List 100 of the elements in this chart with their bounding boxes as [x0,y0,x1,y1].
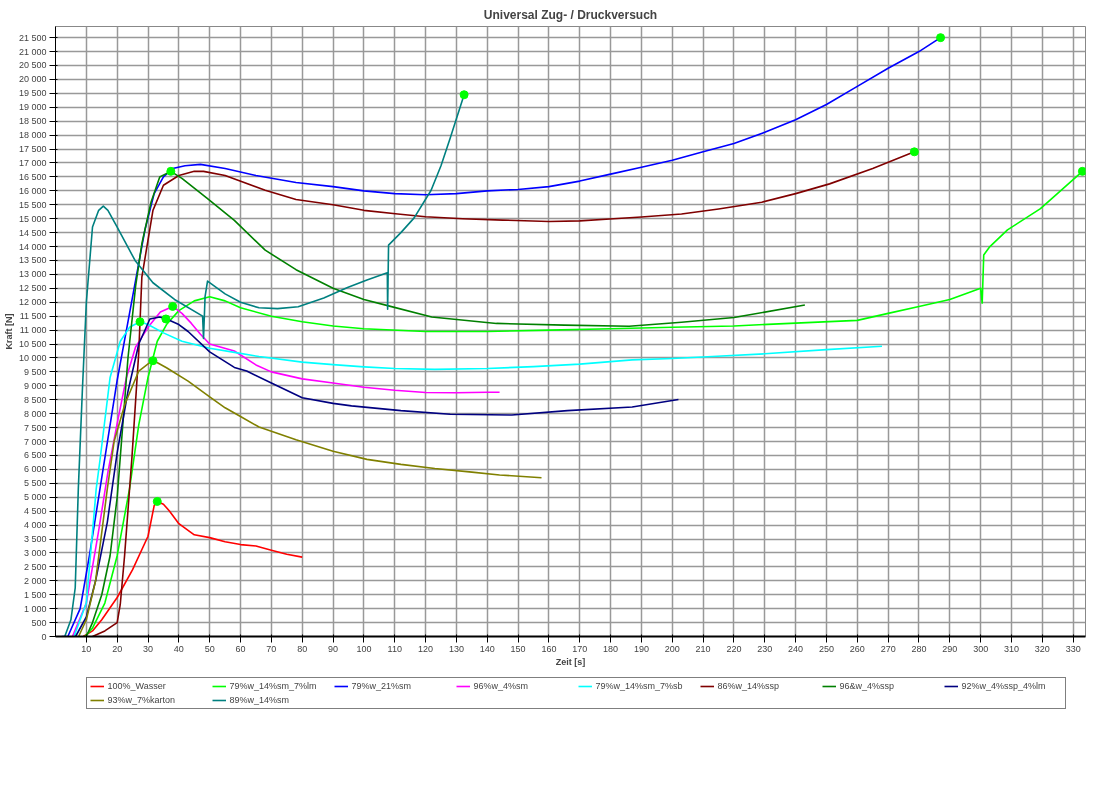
y-tick-label: 19 000 [18,102,47,113]
x-tick-label: 260 [849,643,865,654]
chart-title: Universal Zug- / Druckversuch [483,7,658,22]
x-tick-label: 280 [911,643,927,654]
y-tick-label: 14 000 [18,241,47,252]
y-tick-label: 12 500 [18,283,47,294]
point [152,496,162,506]
y-tick-label: 9 000 [23,380,47,391]
y-tick-label: 2 000 [23,575,47,586]
legend-label: 79%w_21%sm [351,681,413,691]
point [1077,166,1086,176]
x-tick-label: 290 [942,643,958,654]
x-tick-label: 210 [695,643,711,654]
y-tick-label: 10 500 [18,339,47,350]
y-tick-label: 1 500 [23,589,47,600]
point [168,301,178,311]
x-tick-label: 110 [387,643,402,654]
x-tick-label: 130 [448,643,464,654]
x-tick-label: 120 [418,643,434,654]
legend-label: 93%w_7%karton [107,695,177,705]
point [148,356,158,366]
point [936,33,946,43]
x-tick-label: 240 [788,643,804,654]
x-tick-label: 100 [356,643,372,654]
x-tick-label: 270 [880,643,896,654]
y-tick-label: 6 500 [23,450,47,461]
y-tick-label: 17 000 [18,157,47,168]
y-tick-label: 8 500 [23,394,47,405]
legend-label: 79%w_14%sm_7%lm [229,681,318,691]
y-tick-label: 11 000 [19,325,47,336]
y-tick-label: 21 500 [18,32,47,43]
y-tick-label: 500 [31,617,47,628]
y-tick-label: 15 500 [18,199,47,210]
x-tick-label: 200 [664,643,680,654]
legend-label: 86%w_14%ssp [717,681,781,691]
y-tick-label: 5 000 [23,492,47,503]
x-tick-label: 310 [1003,643,1020,654]
y-tick-label: 18 500 [18,116,47,127]
legend-label: 79%w_14%sm_7%sb [595,681,684,691]
y-tick-label: 6 000 [23,464,47,475]
x-tick-label: 230 [757,643,773,654]
y-tick-label: 7 000 [23,436,47,447]
y-tick-label: 14 500 [18,227,47,238]
y-tick-label: 19 500 [18,88,47,99]
x-tick-label: 30 [143,643,154,654]
legend-label: 96&w_4%ssp [839,681,896,691]
y-tick-label: 13 500 [18,255,47,266]
point [459,90,469,100]
y-tick-label: 7 500 [23,422,47,433]
legend-label: 89%w_14%sm [229,695,291,705]
legend-label: 92%w_4%ssp_4%lm [961,681,1047,691]
y-tick-label: 20 000 [18,74,47,85]
legend-label: 96%w_4%sm [473,681,530,691]
y-tick-label: 9 500 [23,366,47,377]
x-tick-label: 90 [328,643,339,654]
x-axis-title: Zeit [s] [555,656,586,667]
y-tick-label: 16 000 [18,185,47,196]
y-tick-label: 3 000 [23,547,47,558]
x-tick-label: 150 [510,643,526,654]
y-tick-label: 17 500 [18,144,47,155]
y-tick-label: 10 000 [18,352,47,363]
x-tick-label: 70 [266,643,277,654]
x-tick-label: 140 [479,643,495,654]
point [909,147,919,157]
x-tick-label: 50 [204,643,215,654]
y-axis-title: Kraft [N] [3,313,14,350]
x-tick-label: 180 [603,643,619,654]
x-tick-label: 40 [173,643,184,654]
y-tick-label: 2 500 [23,561,47,572]
y-tick-label: 13 000 [18,269,47,280]
y-tick-label: 5 500 [23,478,47,489]
y-tick-label: 0 [41,631,47,642]
x-tick-label: 160 [541,643,557,654]
x-tick-label: 320 [1034,643,1050,654]
x-tick-label: 20 [112,643,123,654]
x-tick-label: 80 [297,643,308,654]
point [135,317,145,327]
y-tick-label: 18 000 [18,130,47,141]
y-tick-label: 20 500 [18,60,47,71]
point [166,166,176,176]
x-tick-label: 220 [726,643,742,654]
y-tick-label: 16 500 [18,171,47,182]
y-tick-label: 4 000 [23,520,47,531]
y-tick-label: 3 500 [23,534,47,545]
y-tick-label: 1 000 [23,603,47,614]
x-tick-label: 330 [1065,643,1081,654]
x-tick-label: 170 [572,643,588,654]
legend-label: 100%_Wasser [107,681,167,691]
x-tick-label: 300 [973,643,989,654]
line-series [74,316,680,637]
y-tick-label: 15 000 [18,213,47,224]
point [161,314,171,324]
y-tick-label: 21 000 [18,46,47,57]
x-tick-label: 10 [81,643,92,654]
y-tick-label: 8 000 [23,408,47,419]
x-tick-label: 250 [818,643,834,654]
x-tick-label: 190 [633,643,649,654]
x-tick-label: 60 [235,643,246,654]
y-tick-label: 11 500 [19,311,47,322]
y-tick-label: 12 000 [18,297,47,308]
